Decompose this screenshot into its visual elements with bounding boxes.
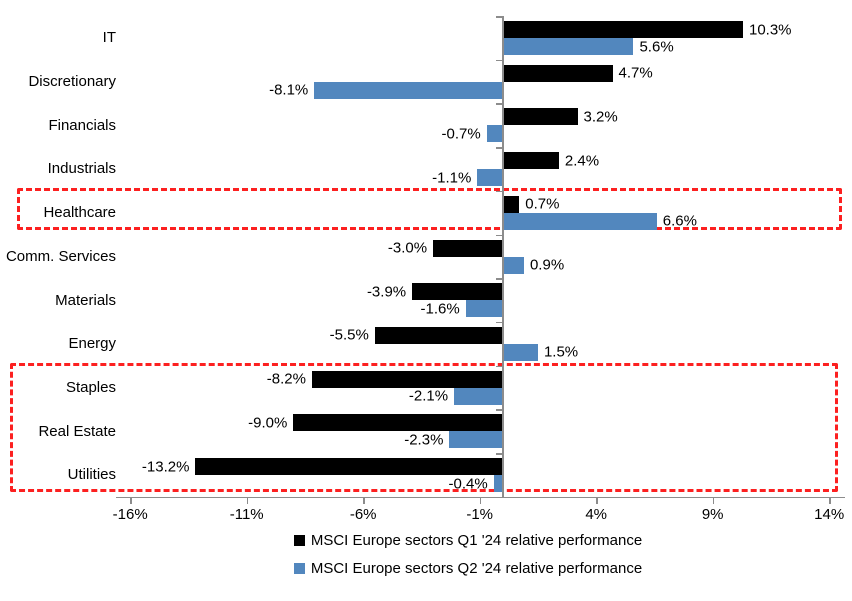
value-label-q2-4: 6.6% bbox=[662, 212, 697, 230]
x-tick-label-6: 14% bbox=[814, 505, 845, 523]
y-axis-tick bbox=[496, 190, 502, 193]
x-axis-tick bbox=[712, 496, 715, 504]
legend-item-q1: MSCI Europe sectors Q1 '24 relative perf… bbox=[293, 532, 643, 549]
value-label-q1-9: -9.0% bbox=[248, 414, 288, 432]
y-axis-tick bbox=[496, 147, 502, 149]
value-label-q1-5: -3.0% bbox=[387, 239, 428, 257]
bar-q2-6 bbox=[465, 300, 503, 318]
legend-swatch-q2 bbox=[293, 563, 305, 574]
value-label-q1-7: -5.5% bbox=[329, 326, 369, 344]
category-label-healthcare: Healthcare bbox=[43, 204, 116, 222]
y-axis-tick bbox=[496, 16, 502, 18]
category-label-materials: Materials bbox=[55, 291, 116, 309]
value-label-q2-0: 5.6% bbox=[639, 38, 674, 55]
y-axis-tick bbox=[496, 103, 502, 105]
bar-q2-4 bbox=[503, 212, 657, 230]
value-label-q2-1: -8.1% bbox=[269, 81, 309, 99]
value-label-q2-2: -0.7% bbox=[441, 125, 481, 143]
value-label-q1-10: -13.2% bbox=[141, 458, 190, 475]
x-axis-tick bbox=[363, 496, 365, 504]
x-axis-tick bbox=[829, 496, 831, 504]
bar-q2-5 bbox=[503, 256, 524, 274]
bar-q1-6 bbox=[412, 283, 503, 301]
y-axis-tick bbox=[496, 409, 502, 411]
value-label-q2-8: -2.1% bbox=[408, 387, 449, 405]
value-label-q1-8: -8.2% bbox=[266, 370, 306, 388]
y-axis-tick bbox=[496, 453, 502, 455]
x-tick-label-0: -16% bbox=[112, 505, 148, 523]
healthcare-highlight-box bbox=[17, 187, 842, 230]
value-label-q2-9: -2.3% bbox=[404, 431, 444, 449]
category-label-it: IT bbox=[102, 29, 116, 47]
defensives-highlight-box bbox=[10, 362, 838, 493]
x-tick-label-3: -1% bbox=[466, 505, 494, 523]
x-axis-tick bbox=[479, 496, 482, 504]
value-label-q1-2: 3.2% bbox=[583, 108, 618, 126]
value-label-q1-3: 2.4% bbox=[564, 152, 600, 170]
category-label-comm-services: Comm. Services bbox=[5, 247, 116, 265]
bar-q2-2 bbox=[486, 125, 503, 143]
bar-q1-5 bbox=[433, 239, 503, 257]
value-label-q2-10: -0.4% bbox=[448, 475, 488, 492]
y-axis-tick bbox=[496, 321, 502, 324]
y-axis-tick bbox=[496, 59, 502, 62]
value-label-q2-3: -1.1% bbox=[432, 169, 472, 187]
legend-label-q2: MSCI Europe sectors Q2 '24 relative perf… bbox=[310, 560, 643, 577]
bar-q2-9 bbox=[449, 431, 503, 449]
value-label-q1-6: -3.9% bbox=[366, 283, 407, 301]
legend-item-q2: MSCI Europe sectors Q2 '24 relative perf… bbox=[293, 560, 643, 577]
bar-q2-10 bbox=[493, 475, 503, 492]
category-label-utilities: Utilities bbox=[67, 466, 116, 484]
bar-q2-1 bbox=[314, 81, 503, 99]
value-label-q1-1: 4.7% bbox=[618, 64, 653, 82]
x-tick-label-2: -6% bbox=[349, 505, 377, 523]
y-axis-tick bbox=[496, 278, 502, 280]
bar-q1-8 bbox=[311, 370, 503, 388]
category-label-staples: Staples bbox=[65, 378, 116, 396]
category-label-industrials: Industrials bbox=[47, 160, 116, 178]
bar-q1-4 bbox=[503, 195, 520, 213]
category-label-energy: Energy bbox=[68, 335, 116, 353]
bar-q1-2 bbox=[503, 108, 578, 126]
value-label-q1-4: 0.7% bbox=[525, 195, 560, 213]
value-label-q1-0: 10.3% bbox=[748, 21, 792, 38]
value-label-q2-5: 0.9% bbox=[529, 256, 565, 274]
x-axis-tick bbox=[130, 496, 132, 504]
x-tick-label-4: 4% bbox=[585, 505, 608, 523]
y-axis-tick bbox=[496, 234, 502, 236]
y-axis-line bbox=[502, 16, 504, 497]
category-label-financials: Financials bbox=[48, 116, 116, 134]
bar-q2-8 bbox=[454, 387, 503, 405]
bar-q1-3 bbox=[503, 152, 559, 170]
legend-swatch-q1 bbox=[293, 535, 305, 546]
x-tick-label-5: 9% bbox=[701, 505, 724, 523]
bar-q2-7 bbox=[503, 343, 538, 361]
bar-q1-10 bbox=[195, 458, 503, 475]
category-label-real-estate: Real Estate bbox=[38, 422, 116, 440]
value-label-q2-7: 1.5% bbox=[543, 343, 579, 361]
x-tick-label-1: -11% bbox=[229, 505, 264, 523]
legend: MSCI Europe sectors Q1 '24 relative perf… bbox=[42, 532, 852, 577]
bar-q1-1 bbox=[503, 64, 613, 82]
legend-label-q1: MSCI Europe sectors Q1 '24 relative perf… bbox=[310, 532, 643, 549]
bar-q2-0 bbox=[503, 38, 634, 55]
x-axis-tick bbox=[246, 496, 249, 504]
category-label-discretionary: Discretionary bbox=[28, 73, 116, 91]
bar-q1-9 bbox=[293, 414, 503, 432]
value-label-q2-6: -1.6% bbox=[420, 300, 460, 318]
bar-q1-7 bbox=[374, 326, 503, 344]
x-axis-tick bbox=[596, 496, 598, 504]
bar-q2-3 bbox=[477, 169, 503, 187]
bar-q1-0 bbox=[503, 21, 743, 38]
y-axis-tick bbox=[496, 365, 502, 368]
